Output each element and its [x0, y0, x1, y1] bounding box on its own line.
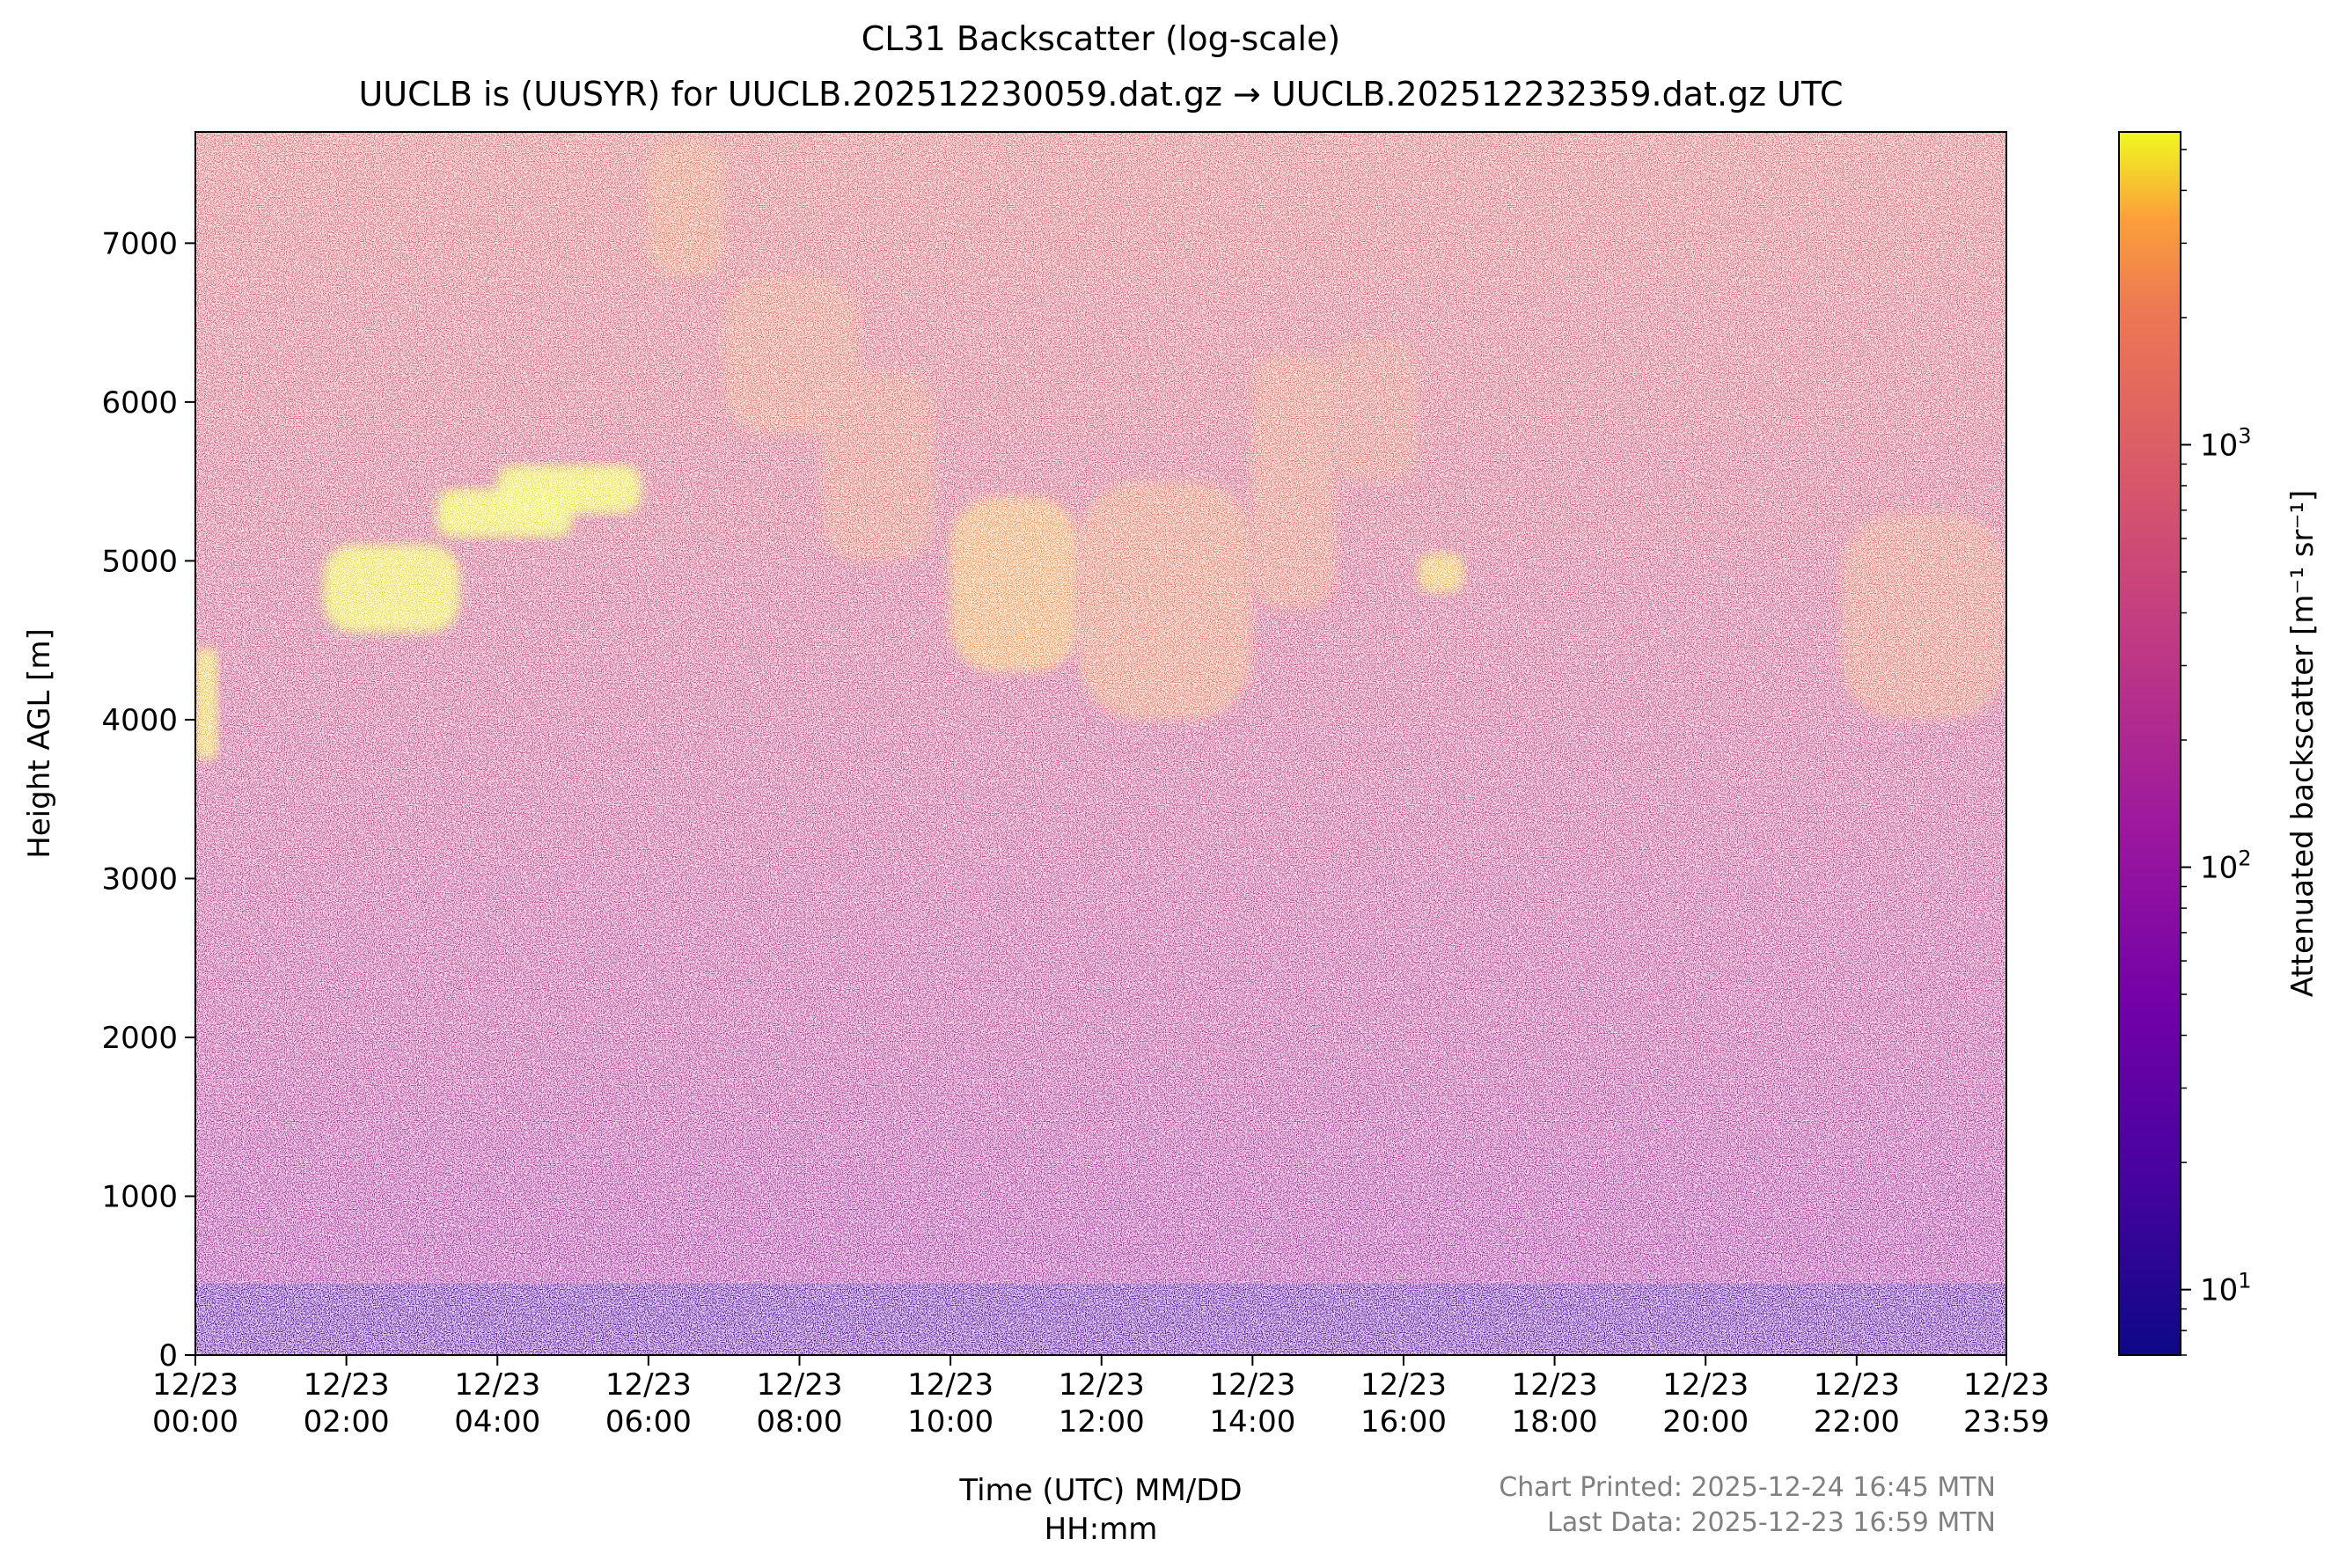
x-tick-time: 04:00 [454, 1404, 540, 1440]
x-tick-date: 12/23 [1814, 1367, 1900, 1403]
x-tick-time: 12:00 [1059, 1404, 1145, 1440]
x-axis-label-line1: Time (UTC) MM/DD [958, 1473, 1242, 1508]
x-tick-date: 12/23 [1512, 1367, 1598, 1403]
x-tick-date: 12/23 [756, 1367, 842, 1403]
x-tick-time: 22:00 [1814, 1404, 1900, 1440]
x-tick-date: 12/23 [304, 1367, 390, 1403]
x-tick-date: 12/23 [907, 1367, 994, 1403]
colorbar-label: Attenuated backscatter [m⁻¹ sr⁻¹] [2285, 490, 2321, 998]
x-tick-time: 23:59 [1963, 1404, 2049, 1440]
y-tick-label: 2000 [101, 1021, 178, 1056]
x-tick-time: 18:00 [1512, 1404, 1598, 1440]
x-axis: 12/2300:0012/2302:0012/2304:0012/2306:00… [152, 1355, 2049, 1440]
y-tick-label: 7000 [101, 226, 178, 261]
colorbar-tick-label: 101 [2200, 1269, 2252, 1308]
colorbar [2118, 131, 2181, 1356]
chart-title: CL31 Backscatter (log-scale) [862, 19, 1340, 58]
y-tick-label: 0 [158, 1338, 178, 1374]
colorbar-tick-label: 103 [2200, 423, 2252, 463]
colorbar-ticks: 101 102 103 [2181, 149, 2252, 1356]
x-tick-time: 02:00 [304, 1404, 390, 1440]
x-tick-time: 08:00 [756, 1404, 842, 1440]
y-tick-label: 3000 [101, 861, 178, 897]
y-tick-label: 4000 [101, 703, 178, 738]
x-tick-date: 12/23 [605, 1367, 692, 1403]
y-tick-label: 6000 [101, 385, 178, 421]
x-tick-time: 10:00 [907, 1404, 994, 1440]
x-tick-time: 16:00 [1360, 1404, 1447, 1440]
chart-subtitle: UUCLB is (UUSYR) for UUCLB.202512230059.… [358, 75, 1843, 114]
x-tick-date: 12/23 [454, 1367, 540, 1403]
y-tick-label: 5000 [101, 544, 178, 579]
x-tick-date: 12/23 [152, 1367, 238, 1403]
x-tick-time: 00:00 [152, 1404, 238, 1440]
chart-printed-note: Chart Printed: 2025-12-24 16:45 MTN [1499, 1472, 1996, 1503]
y-tick-label: 1000 [101, 1179, 178, 1214]
y-axis-label: Height AGL [m] [22, 628, 57, 859]
x-tick-time: 06:00 [605, 1404, 692, 1440]
noise-speckle [195, 132, 2006, 1355]
last-data-note: Last Data: 2025-12-23 16:59 MTN [1547, 1507, 1996, 1538]
colorbar-tick-label: 102 [2200, 846, 2252, 886]
x-tick-date: 12/23 [1209, 1367, 1295, 1403]
x-tick-date: 12/23 [1360, 1367, 1447, 1403]
x-tick-time: 20:00 [1662, 1404, 1749, 1440]
y-axis: 0 1000 2000 3000 4000 5000 6000 7000 [101, 226, 195, 1374]
x-tick-date: 12/23 [1662, 1367, 1749, 1403]
x-axis-label-line2: HH:mm [1045, 1512, 1158, 1547]
x-tick-date: 12/23 [1059, 1367, 1145, 1403]
x-tick-date: 12/23 [1963, 1367, 2049, 1403]
x-tick-time: 14:00 [1209, 1404, 1295, 1440]
plot-area [195, 132, 2006, 1355]
